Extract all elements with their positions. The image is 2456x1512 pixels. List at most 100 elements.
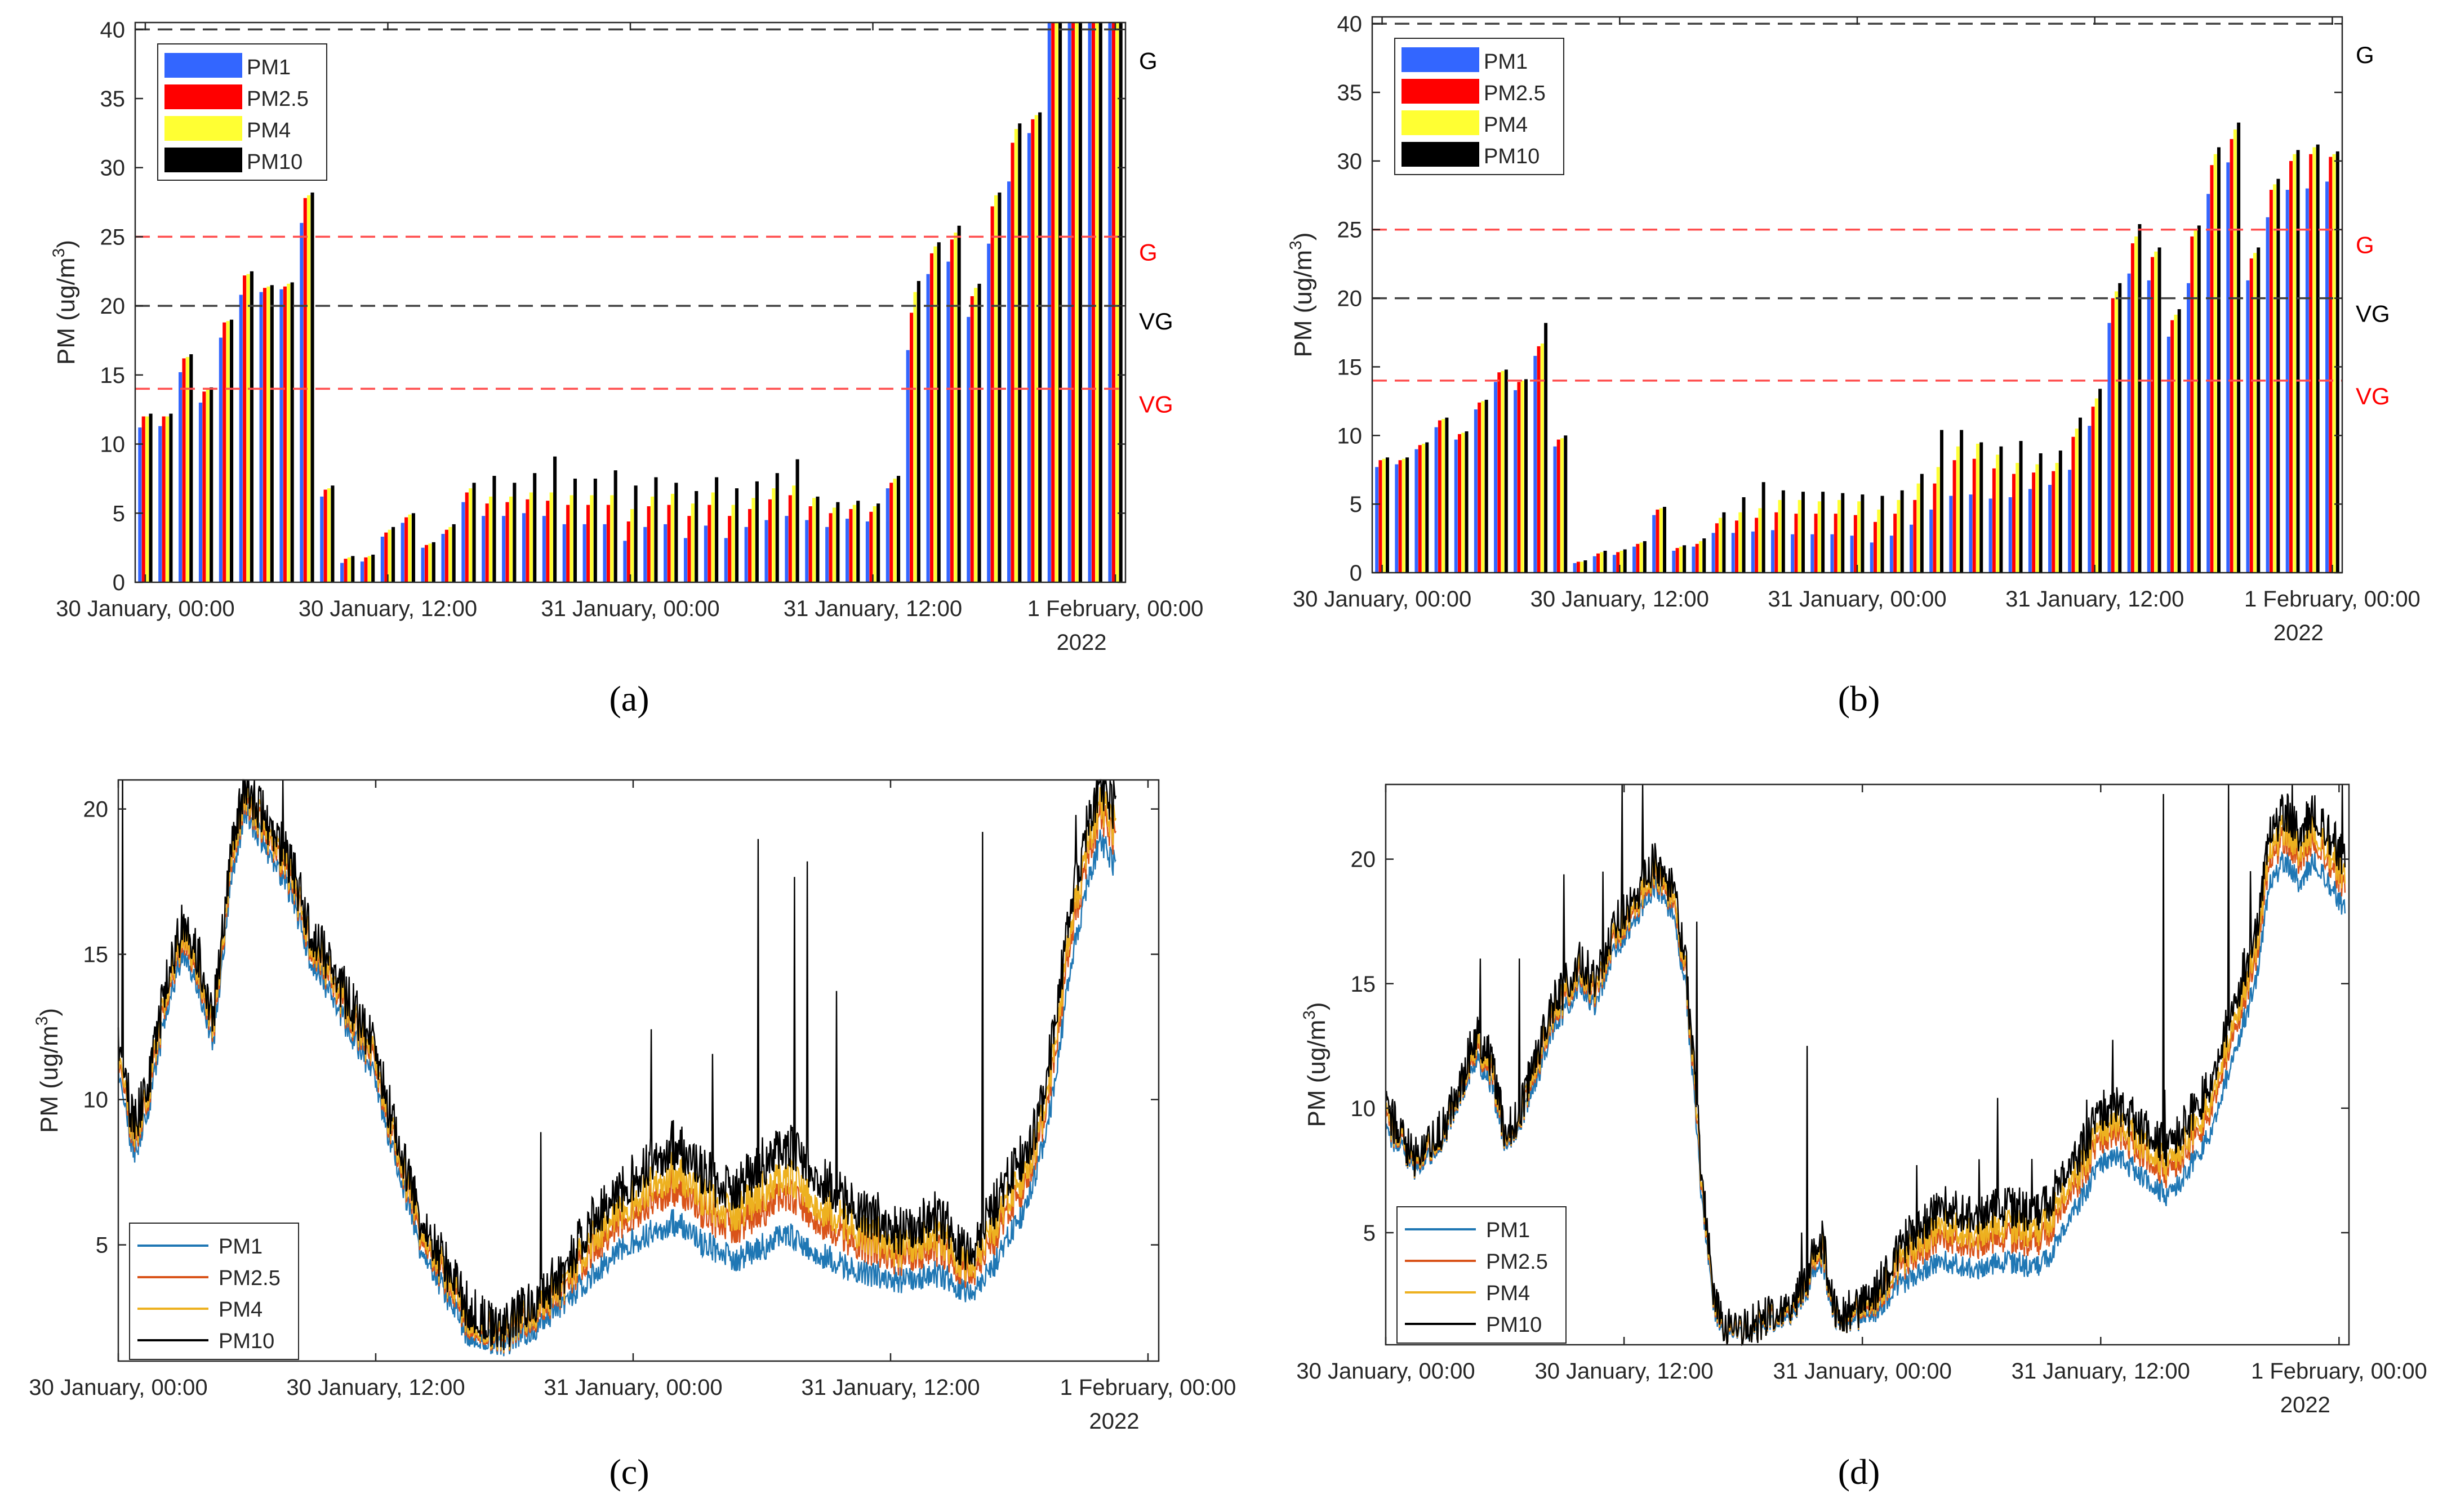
bar-pm10-h47: [2316, 144, 2320, 573]
bar-pm4-h39: [933, 246, 937, 583]
bar-pm2-5-h19: [1755, 518, 1759, 573]
bar-pm10-h39: [2157, 247, 2161, 573]
bar-pm4-h2: [1422, 443, 1425, 573]
bar-pm2-5-h38: [910, 313, 914, 582]
bar-pm1-h27: [683, 538, 688, 582]
bar-pm1-h15: [1672, 551, 1676, 573]
bar-pm2-5-h11: [1596, 553, 1600, 573]
bar-pm10-h18: [513, 483, 517, 582]
bar-pm1-h16: [1692, 546, 1696, 573]
bar-pm2-5-h25: [1874, 521, 1877, 573]
bar-pm2-5-h14: [1656, 509, 1659, 573]
legend-label-pm1: PM1: [1486, 1219, 1530, 1242]
y-tick-label: 10: [1351, 1096, 1376, 1121]
bar-pm4-h22: [1817, 501, 1821, 573]
bar-pm4-h10: [1580, 561, 1584, 573]
bar-pm2-5-h2: [1418, 445, 1422, 573]
bar-pm2-5-h24: [626, 521, 630, 582]
bar-pm4-h30: [751, 498, 755, 582]
y-tick-label: 40: [100, 17, 126, 42]
bar-pm4-h39: [2154, 251, 2158, 573]
legend-label-pm1: PM1: [247, 56, 291, 79]
bar-pm4-h41: [974, 288, 978, 583]
y-tick-label: 15: [1337, 355, 1363, 380]
bar-pm4-h29: [731, 505, 735, 582]
bar-pm2-5-h31: [1992, 468, 1996, 573]
bar-pm1-h21: [562, 524, 566, 582]
bar-pm10-h21: [573, 478, 577, 582]
bar-pm4-h21: [569, 495, 573, 582]
y-axis-label: PM (ug/m3): [33, 1008, 63, 1133]
bar-pm4-h45: [1055, 23, 1058, 582]
bar-pm4-h19: [529, 492, 533, 582]
legend-label-pm2-5: PM2.5: [1486, 1250, 1548, 1274]
bar-pm2-5-h42: [2210, 165, 2214, 573]
bar-pm1-h25: [1870, 542, 1874, 573]
bar-pm1-h44: [1027, 133, 1031, 582]
x-tick-label: 1 February, 00:00: [1060, 1375, 1236, 1400]
bar-pm4-h14: [1659, 508, 1663, 573]
bar-pm4-h20: [549, 492, 553, 582]
bar-pm4-h34: [832, 507, 837, 582]
legend-label-pm4: PM4: [247, 119, 291, 142]
bar-pm10-h6: [270, 285, 274, 582]
bar-pm2-5-h1: [162, 416, 166, 582]
bar-pm2-5-h45: [2269, 190, 2273, 573]
bar-pm4-h12: [388, 529, 391, 582]
bar-pm10-h19: [1761, 482, 1765, 573]
y-tick-label: 40: [1337, 12, 1363, 37]
legend-label-pm10: PM10: [1484, 145, 1540, 168]
bar-pm10-h2: [1425, 442, 1429, 573]
bar-pm10-h27: [695, 491, 698, 582]
bar-pm2-5-h4: [223, 322, 226, 582]
bar-pm1-h36: [865, 521, 869, 582]
bar-pm4-h32: [792, 485, 796, 582]
bar-pm10-h36: [876, 503, 880, 582]
bar-pm4-h27: [691, 503, 695, 582]
bar-pm2-5-h35: [849, 509, 853, 582]
bar-pm10-h17: [1722, 512, 1726, 573]
bar-pm10-h7: [1524, 379, 1528, 573]
bar-pm10-h48: [2335, 151, 2339, 573]
bar-pm4-h46: [1075, 23, 1079, 582]
bar-pm10-h34: [836, 502, 840, 582]
bar-pm2-5-h9: [323, 489, 327, 582]
bar-pm4-h19: [1758, 508, 1762, 573]
bar-pm4-h22: [590, 495, 594, 582]
bar-pm1-h18: [502, 516, 506, 582]
bar-pm4-h1: [165, 416, 170, 582]
bar-pm10-h35: [856, 501, 860, 582]
bar-pm1-h48: [2325, 181, 2329, 573]
bar-pm2-5-h14: [424, 545, 429, 582]
bar-pm10-h31: [1999, 446, 2003, 573]
bar-pm2-5-h17: [1715, 523, 1719, 573]
y-tick-label: 15: [83, 943, 109, 967]
bar-pm2-5-h42: [990, 206, 994, 582]
bar-pm10-h1: [1405, 457, 1409, 573]
legend-label-pm4: PM4: [219, 1298, 262, 1322]
series-line-pm4: [1385, 814, 2346, 1345]
bar-pm4-h6: [1501, 371, 1505, 573]
legend-label-pm1: PM1: [219, 1235, 262, 1259]
bar-pm2-5-h36: [869, 511, 873, 582]
bar-pm1-h32: [785, 516, 789, 582]
bar-pm2-5-h46: [2289, 160, 2293, 573]
bar-pm10-h20: [1781, 490, 1785, 573]
bar-pm4-h8: [307, 195, 311, 582]
bar-pm2-5-h19: [526, 499, 530, 582]
x-tick-label: 31 January, 00:00: [541, 596, 719, 621]
bar-pm1-h10: [340, 563, 344, 582]
bar-pm1-h25: [643, 527, 647, 582]
legend-label-pm2-5: PM2.5: [1484, 82, 1546, 105]
bar-pm10-h39: [937, 242, 941, 582]
bar-pm4-h8: [1540, 344, 1544, 573]
bar-pm10-h41: [977, 283, 981, 582]
bar-pm10-h41: [2197, 225, 2201, 573]
bar-pm10-h28: [1939, 430, 1943, 573]
bar-pm1-h32: [2008, 497, 2012, 573]
legend-label-pm2-5: PM2.5: [219, 1266, 281, 1290]
bar-pm10-h24: [1861, 494, 1865, 573]
x-tick-label: 30 January, 12:00: [299, 596, 477, 621]
bar-pm10-h42: [2217, 147, 2221, 573]
